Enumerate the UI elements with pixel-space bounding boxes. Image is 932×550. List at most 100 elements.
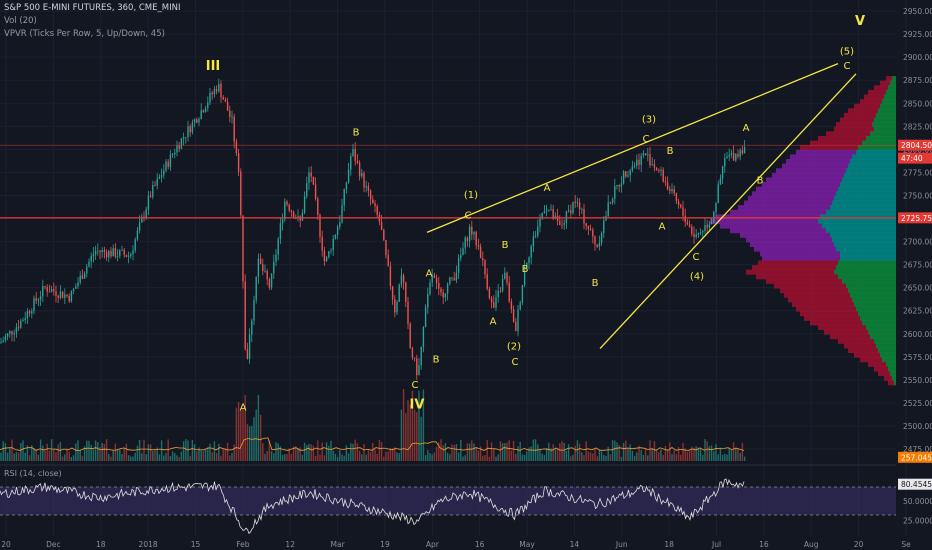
candle-body xyxy=(138,222,141,231)
volume-bar xyxy=(587,451,590,461)
candle-body xyxy=(68,295,70,302)
volume-bar xyxy=(389,448,392,461)
volume-bar xyxy=(86,440,88,461)
candle-body xyxy=(119,250,121,256)
candle-body xyxy=(136,230,139,240)
candle-body xyxy=(462,248,464,255)
volume-profile-row-down xyxy=(824,329,868,335)
volume-profile-row-down xyxy=(874,366,888,372)
rsi-indicator-label[interactable]: RSI (14, close) xyxy=(4,469,62,478)
volume-profile-row-up xyxy=(826,209,896,215)
volume-bar xyxy=(361,454,363,461)
volume-profile-row-down xyxy=(860,357,882,363)
volume-bar xyxy=(598,450,601,461)
volume-bar xyxy=(585,441,587,461)
candle-body xyxy=(301,212,304,221)
candle-body xyxy=(130,254,132,256)
wave-label: B xyxy=(433,354,440,365)
volume-bar xyxy=(193,444,196,461)
candle-body xyxy=(565,211,568,223)
candle-body xyxy=(354,148,356,161)
volume-bar xyxy=(607,446,609,461)
volume-profile-row-down xyxy=(780,288,848,294)
volume-bar xyxy=(59,442,62,461)
volume-indicator-label[interactable]: Vol (20) xyxy=(4,16,37,26)
wave-label: B xyxy=(502,240,509,251)
volume-bar xyxy=(28,455,31,461)
volume-bar xyxy=(325,442,328,461)
volume-bar xyxy=(583,455,585,461)
candle-body xyxy=(143,216,145,218)
time-axis[interactable]: 20 Dec 18 2018 15 Feb 12 Mar 19 Apr 16 May 14 Jun 18 Ju… xyxy=(1,540,911,549)
candle-body xyxy=(596,244,598,247)
volume-bar xyxy=(473,443,475,461)
volume-profile-row-down xyxy=(772,172,844,178)
candle-body xyxy=(233,116,235,142)
volume-profile-row-down xyxy=(788,297,852,303)
volume-bar xyxy=(314,455,317,461)
candle-body xyxy=(717,184,719,204)
vpvr-indicator-label[interactable]: VPVR (Ticks Per Row, 5, Up/Down, 45) xyxy=(4,29,165,39)
volume-bar xyxy=(570,456,572,461)
candle-body xyxy=(99,250,101,253)
candle-body xyxy=(59,291,62,298)
candle-body xyxy=(592,229,594,237)
volume-bar xyxy=(462,456,464,461)
candle-body xyxy=(506,272,508,283)
volume-bar xyxy=(490,442,493,461)
volume-bar xyxy=(336,456,339,461)
volume-bar xyxy=(735,448,737,461)
candle-body xyxy=(306,183,308,197)
volume-bar xyxy=(726,454,728,461)
candle-body xyxy=(607,202,609,216)
wedge-trendline xyxy=(599,73,857,349)
candle-body xyxy=(79,275,81,283)
volume-profile-row-down xyxy=(834,126,874,132)
volume-bar xyxy=(180,451,183,461)
volume-bar xyxy=(200,450,202,461)
candle-body xyxy=(86,266,88,274)
candle-body xyxy=(552,209,554,219)
price-tick-label: 2475.00 xyxy=(903,445,932,454)
volume-bar xyxy=(572,454,574,461)
candle-body xyxy=(209,92,211,103)
candle-body xyxy=(200,110,202,119)
volume-bar xyxy=(596,456,598,461)
volume-bar xyxy=(697,447,700,461)
candle-body xyxy=(737,154,739,157)
candle-body xyxy=(394,299,396,313)
volume-profile-row-up xyxy=(878,108,896,114)
volume-bar xyxy=(352,443,354,461)
price-tick-label: 2575.00 xyxy=(903,353,932,362)
volume-bar xyxy=(158,454,161,461)
volume-bar xyxy=(550,448,552,461)
candle-body xyxy=(708,223,711,228)
volume-bar xyxy=(620,456,623,461)
candle-body xyxy=(147,195,150,210)
volume-profile-row-up xyxy=(876,112,896,118)
price-axis[interactable]: 2950.00 2925.00 2900.00 2875.00 2850.00 2825.… xyxy=(898,7,932,526)
candle-body xyxy=(578,202,581,210)
candle-body xyxy=(288,204,290,211)
volume-bar xyxy=(81,455,84,461)
volume-bar xyxy=(222,448,224,461)
volume-bar xyxy=(479,446,482,461)
candle-body xyxy=(66,294,68,296)
volume-profile-row-down xyxy=(886,76,892,82)
volume-bar xyxy=(196,451,198,461)
volume-bar xyxy=(156,447,158,461)
candle-body xyxy=(42,286,44,297)
price-tick-label: 2850.00 xyxy=(903,99,932,108)
volume-bar xyxy=(521,454,524,461)
candle-body xyxy=(6,333,9,337)
volume-bar xyxy=(356,443,359,461)
candle-body xyxy=(125,254,128,257)
volume-bar xyxy=(475,447,477,461)
price-badge xyxy=(898,139,932,151)
volume-bar xyxy=(279,446,282,461)
volume-bar xyxy=(548,442,550,461)
candle-body xyxy=(724,158,726,167)
candle-body xyxy=(438,283,440,289)
volume-bar xyxy=(673,450,675,461)
